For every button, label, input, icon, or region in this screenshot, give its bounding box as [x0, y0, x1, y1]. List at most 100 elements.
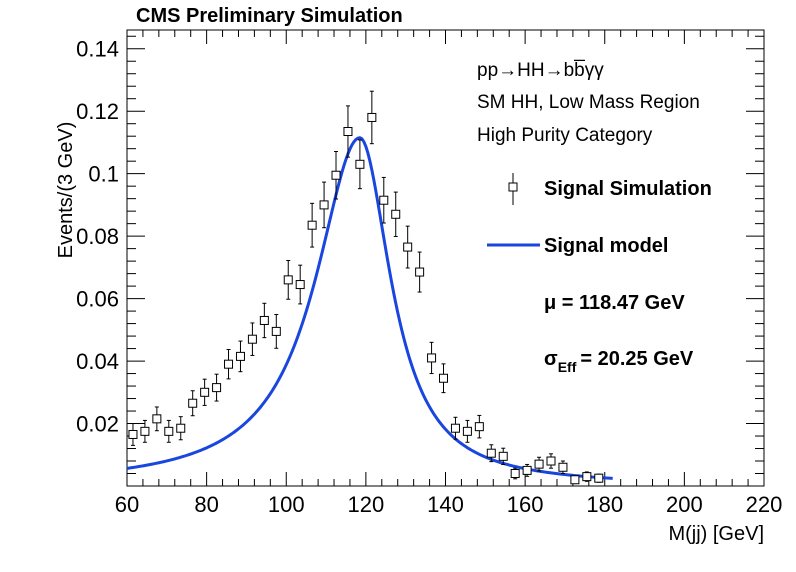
x-axis-title: M(jj) [GeV] [668, 523, 764, 545]
x-tick-label: 220 [746, 492, 783, 517]
signal-model-curve-group [126, 136, 613, 480]
sigma-eff-label: σEff = 20.25 GeV [544, 348, 694, 375]
data-point-marker [439, 373, 449, 383]
y-tick-label: 0.1 [88, 162, 119, 187]
data-point [319, 181, 329, 229]
y-tick-label: 0.12 [76, 99, 119, 124]
y-tick-label: 0.06 [76, 287, 119, 312]
data-point [247, 322, 257, 356]
x-tick-label: 180 [586, 492, 623, 517]
y-axis-title: Events/(3 GeV) [55, 122, 77, 259]
y-tick-labels: 0.02 0.04 0.06 0.08 0.1 0.12 0.14 [76, 37, 119, 437]
data-point [462, 419, 472, 443]
region-label: SM HH, Low Mass Region [477, 92, 700, 113]
data-point-marker [200, 387, 210, 397]
mu-label: μ = 118.47 GeV [544, 292, 685, 314]
category-label: High Purity Category [477, 125, 653, 146]
data-point [259, 302, 269, 339]
data-point-marker [415, 267, 425, 277]
data-point-marker [391, 209, 401, 219]
x-tick-label: 200 [666, 492, 703, 517]
signal-model-curve [126, 136, 613, 480]
legend-model-label: Signal model [544, 235, 668, 257]
data-point [200, 378, 210, 406]
data-point [415, 251, 425, 293]
data-point [403, 225, 413, 269]
x-tick-label: 80 [194, 492, 218, 517]
data-point [152, 406, 162, 432]
data-point-marker [331, 170, 341, 180]
data-point-marker [450, 423, 460, 433]
x-tick-label: 60 [115, 492, 139, 517]
legend: Signal Simulation Signal model μ = 118.4… [487, 173, 712, 375]
data-point-marker [295, 280, 305, 290]
data-point-marker [367, 112, 377, 122]
data-point-marker [498, 451, 508, 461]
data-point [283, 259, 293, 300]
data-point-marker [355, 159, 365, 169]
data-point-marker [247, 334, 257, 344]
data-point [391, 191, 401, 237]
sigma-value: = 20.25 GeV [580, 348, 694, 370]
data-point [439, 363, 449, 394]
data-point-marker [462, 426, 472, 436]
data-point [128, 423, 138, 446]
data-point-marker [522, 465, 532, 475]
data-point [486, 444, 496, 463]
data-point [498, 447, 508, 465]
data-point-marker [283, 275, 293, 285]
axis-ticks [126, 30, 765, 487]
data-point [534, 456, 544, 472]
y-tick-label: 0.02 [76, 412, 119, 437]
data-point [164, 419, 174, 443]
data-point [450, 416, 460, 440]
data-point-marker [188, 398, 198, 408]
data-point [343, 105, 353, 158]
x-tick-label: 160 [507, 492, 544, 517]
data-point [271, 314, 281, 349]
data-point [307, 202, 317, 248]
data-point-marker [140, 426, 150, 436]
x-tick-label: 100 [268, 492, 305, 517]
data-point-marker [570, 475, 580, 485]
data-point [295, 264, 305, 305]
y-tick-label: 0.08 [76, 224, 119, 249]
data-point-marker [307, 220, 317, 230]
data-point-marker [403, 242, 413, 252]
data-point [594, 473, 604, 483]
data-point [224, 349, 234, 380]
data-point-marker [152, 414, 162, 424]
data-point [188, 390, 198, 417]
data-points [128, 90, 604, 485]
data-point-marker [474, 422, 484, 432]
sigma-subscript: Eff [558, 359, 577, 375]
sigma-symbol: σ [544, 348, 558, 370]
data-point-marker [259, 315, 269, 325]
data-point-marker [486, 448, 496, 458]
data-point-marker [510, 469, 520, 479]
data-point [212, 373, 222, 402]
data-point-marker [235, 351, 245, 361]
data-point-marker [271, 326, 281, 336]
data-point [331, 150, 341, 200]
process-label: pp→HH→bb̅γγ [477, 60, 604, 81]
data-point [176, 416, 186, 441]
data-point-marker [224, 359, 234, 369]
data-point-marker [128, 429, 138, 439]
data-point [379, 176, 389, 224]
data-point [510, 467, 520, 480]
data-point [546, 453, 556, 469]
data-point-marker [534, 459, 544, 469]
data-point-marker [558, 462, 568, 472]
data-point [558, 460, 568, 475]
chart-title: CMS Preliminary Simulation [136, 5, 403, 27]
x-tick-labels: 60 80 100 120 140 160 180 200 220 [115, 492, 783, 517]
data-point [582, 471, 592, 482]
legend-data-marker [508, 173, 518, 205]
data-point-marker [176, 423, 186, 433]
data-point-marker [379, 195, 389, 205]
data-point [235, 340, 245, 373]
data-point [367, 90, 377, 145]
data-point-marker [164, 426, 174, 436]
